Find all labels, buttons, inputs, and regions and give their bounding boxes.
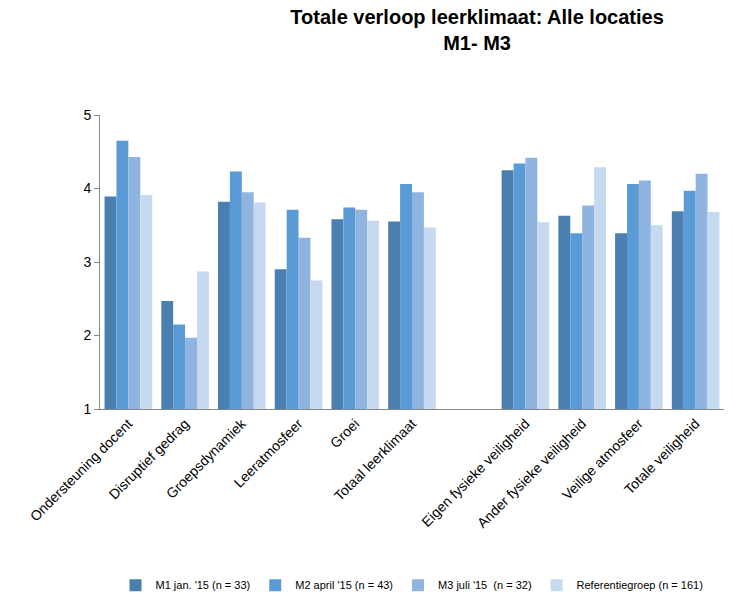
svg-text:Totale veiligheid: Totale veiligheid: [621, 416, 703, 498]
svg-text:1: 1: [83, 401, 91, 417]
svg-text:Groei: Groei: [327, 416, 363, 452]
svg-text:M1 jan. '15 (n = 33): M1 jan. '15 (n = 33): [156, 579, 251, 591]
svg-text:5: 5: [83, 107, 91, 123]
svg-text:Veilige atmosfeer: Veilige atmosfeer: [559, 415, 646, 502]
svg-text:Eigen fysieke veiligheid: Eigen fysieke veiligheid: [418, 416, 532, 530]
svg-text:Referentiegroep (n = 161): Referentiegroep (n = 161): [577, 579, 703, 591]
svg-text:3: 3: [83, 254, 91, 270]
svg-text:Disruptief gedrag: Disruptief gedrag: [105, 416, 192, 503]
svg-text:Leeratmosfeer: Leeratmosfeer: [230, 415, 305, 490]
svg-text:M2 april '15 (n = 43): M2 april '15 (n = 43): [295, 579, 393, 591]
svg-text:2: 2: [83, 327, 91, 343]
svg-text:Ondersteuning docent: Ondersteuning docent: [27, 415, 136, 524]
svg-text:Totale verloop leerklimaat: Al: Totale verloop leerklimaat: Alle locatie…: [290, 6, 663, 54]
svg-text:Ander fysieke veiligheid: Ander fysieke veiligheid: [474, 416, 589, 531]
svg-text:Totaal leerklimaat: Totaal leerklimaat: [331, 415, 419, 503]
svg-text:Groepsdynamiek: Groepsdynamiek: [163, 415, 250, 502]
svg-text:M3 juli '15 (n = 32): M3 juli '15 (n = 32): [438, 579, 532, 591]
svg-text:4: 4: [83, 180, 91, 196]
